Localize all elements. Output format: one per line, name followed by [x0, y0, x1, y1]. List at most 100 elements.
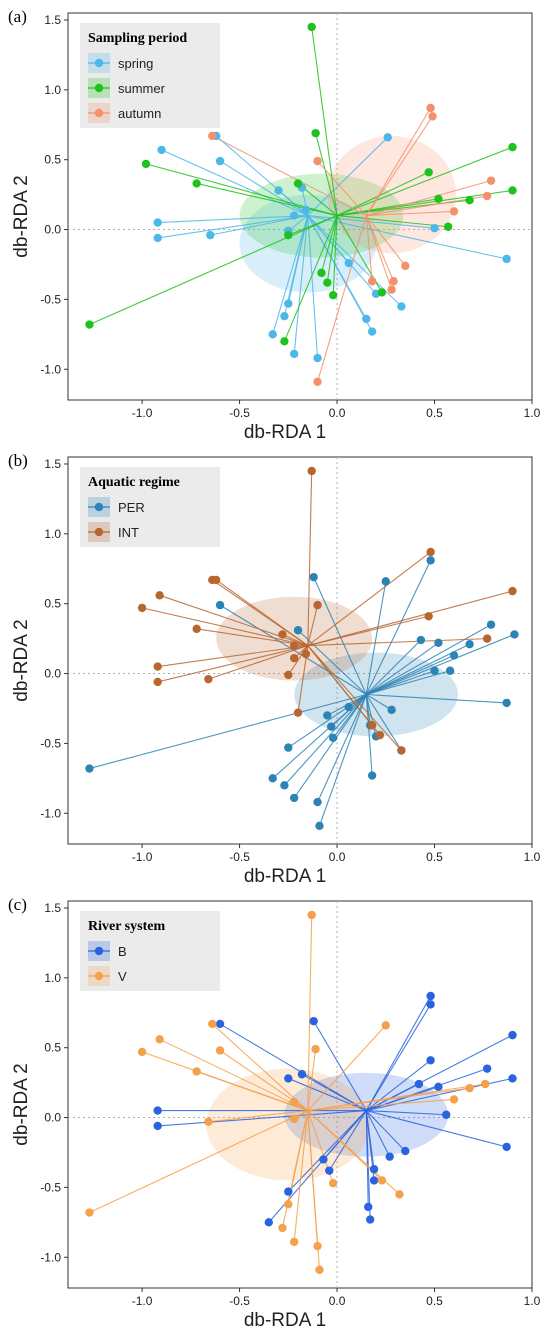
- x-tick-label: 0.0: [329, 1294, 346, 1308]
- x-axis-label: db-RDA 1: [244, 422, 326, 443]
- point-per: [280, 781, 289, 790]
- panel-label: (b): [8, 451, 28, 470]
- spider-line-v: [287, 1110, 309, 1205]
- y-tick-label: -0.5: [40, 736, 61, 750]
- spider-line-autumn: [317, 215, 367, 382]
- point-summer: [377, 288, 387, 297]
- spider-line-b: [365, 1004, 432, 1111]
- legend-item-label: V: [118, 969, 127, 984]
- point-v: [284, 1199, 293, 1209]
- spider-line-int: [307, 645, 402, 751]
- spider-line-spring: [307, 215, 319, 359]
- point-summer: [307, 22, 316, 32]
- spider-line-per: [366, 670, 451, 696]
- spider-line-summer: [311, 26, 338, 216]
- spider-line-int: [307, 551, 431, 647]
- point-per: [430, 666, 439, 675]
- point-summer: [317, 268, 326, 278]
- y-tick-label: 0.0: [44, 223, 61, 237]
- spider-line-per: [365, 560, 432, 695]
- point-b: [369, 1176, 379, 1185]
- point-per: [328, 733, 338, 743]
- point-b: [426, 1000, 435, 1009]
- point-int: [482, 634, 492, 643]
- point-b: [325, 1166, 334, 1175]
- spider-line-v: [307, 1083, 486, 1112]
- spider-line-b: [365, 1110, 391, 1157]
- point-spring: [280, 311, 289, 321]
- spider-line-autumn: [365, 215, 395, 282]
- spider-line-spring: [161, 149, 309, 217]
- point-per: [268, 774, 277, 783]
- spider-line-autumn: [365, 215, 406, 267]
- point-b: [369, 1165, 379, 1174]
- point-int: [155, 591, 164, 600]
- point-autumn: [389, 277, 398, 286]
- point-per: [309, 572, 318, 582]
- point-b: [153, 1121, 162, 1131]
- point-spring: [274, 186, 283, 195]
- spider-line-spring: [272, 215, 309, 335]
- point-autumn: [486, 176, 496, 185]
- spider-line-per: [366, 633, 515, 696]
- point-spring: [362, 314, 371, 324]
- point-summer: [443, 222, 453, 231]
- point-per: [502, 698, 511, 708]
- spider-line-v: [208, 1110, 308, 1123]
- panel-b: (b) -1.0 -0.5 0.0 0.5 1.0 -1.0 -0.5 0.0 0.5 1.0 1.5…: [0, 444, 550, 887]
- spider-line-per: [332, 694, 367, 739]
- point-spring: [344, 258, 353, 268]
- point-int: [192, 624, 201, 634]
- point-v: [311, 1044, 320, 1054]
- point-autumn: [401, 261, 410, 271]
- y-tick-label: 1.5: [44, 901, 61, 915]
- point-b: [434, 1082, 443, 1092]
- legend-item-label: INT: [118, 525, 139, 540]
- point-summer: [284, 230, 293, 240]
- point-autumn: [449, 207, 459, 216]
- spider-line-autumn: [365, 116, 434, 216]
- point-per: [215, 600, 225, 610]
- point-b: [414, 1079, 424, 1089]
- point-b: [264, 1218, 274, 1227]
- legend: River system BV: [80, 911, 220, 991]
- point-per: [426, 556, 435, 565]
- spider-line-int: [282, 633, 309, 647]
- spider-line-b: [288, 1077, 367, 1112]
- spider-line-int: [196, 628, 308, 647]
- spider-line-int: [307, 604, 319, 646]
- y-tick-label: -1.0: [40, 1250, 61, 1264]
- x-tick-label: 1.0: [524, 1294, 541, 1308]
- point-spring: [367, 327, 377, 336]
- y-tick-label: -0.5: [40, 292, 61, 306]
- point-int: [301, 649, 311, 659]
- x-axis-label: db-RDA 1: [244, 866, 326, 887]
- spider-line-b: [365, 1110, 406, 1152]
- x-tick-label: 0.5: [426, 406, 443, 420]
- point-per: [315, 821, 324, 831]
- y-tick-label: 1.5: [44, 13, 61, 27]
- spider-line-b: [365, 1059, 431, 1112]
- point-v: [85, 1208, 94, 1217]
- spider-line-b: [322, 1110, 367, 1160]
- point-int: [289, 653, 299, 663]
- point-summer: [508, 186, 517, 195]
- point-summer: [434, 194, 443, 204]
- y-axis-label: db-RDA 2: [11, 175, 32, 257]
- point-spring: [268, 330, 277, 339]
- legend-title: Sampling period: [88, 31, 187, 46]
- spider-line-int: [307, 590, 513, 647]
- point-per: [381, 577, 390, 586]
- point-autumn: [208, 131, 217, 141]
- y-axis-label: db-RDA 2: [11, 1063, 32, 1145]
- point-int: [508, 586, 517, 596]
- point-spring: [397, 302, 406, 311]
- legend-item-label: spring: [118, 56, 153, 71]
- point-int: [204, 674, 213, 684]
- point-autumn: [387, 285, 396, 294]
- point-v: [328, 1179, 338, 1188]
- point-b: [297, 1070, 307, 1079]
- spider-line-summer: [320, 215, 338, 274]
- point-summer: [85, 320, 94, 329]
- spider-line-v: [307, 914, 313, 1111]
